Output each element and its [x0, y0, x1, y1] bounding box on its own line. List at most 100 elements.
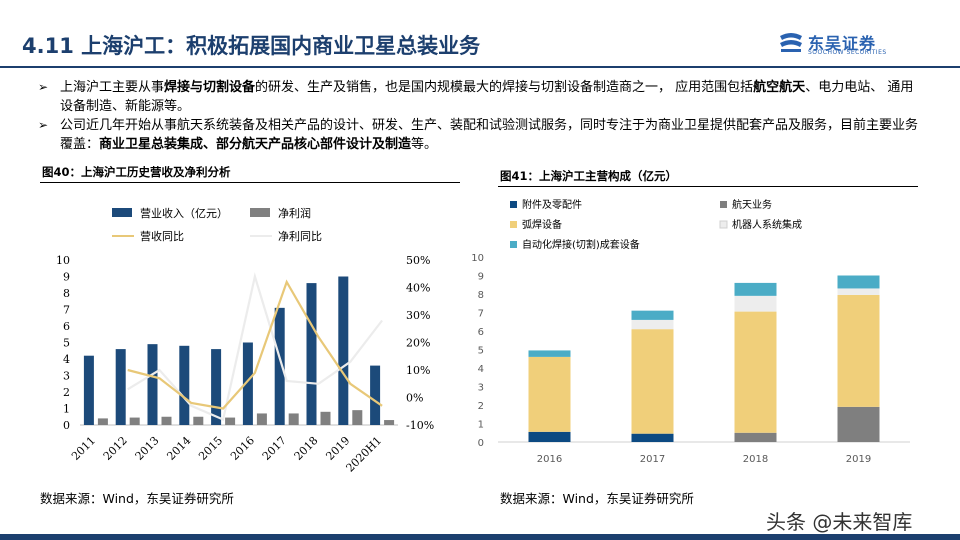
- bar-revenue: [338, 276, 349, 425]
- y-tick-label: 4: [478, 364, 484, 375]
- bar-segment: [631, 310, 674, 320]
- bullet-text: 等。: [411, 137, 438, 152]
- source-left: 数据来源：Wind，东吴证券研究所: [40, 491, 234, 506]
- y-tick-label: 6: [63, 320, 70, 333]
- page-title: 4.11 上海沪工：积极拓展国内商业卫星总装业务: [22, 34, 481, 58]
- y2-tick-label: -10%: [406, 419, 434, 432]
- logo-text: 东吴证券: [808, 34, 877, 53]
- y-tick-label: 5: [478, 346, 484, 357]
- bullet-text: 、电力电站、 通用设备制造、新能源等。: [60, 80, 914, 114]
- y-tick-label: 6: [478, 327, 484, 338]
- bar-segment: [528, 350, 571, 357]
- logo-mark-icon: [780, 33, 802, 52]
- x-tick-label: 2012: [101, 434, 130, 463]
- x-tick-label: 2018: [292, 434, 321, 463]
- bullet-item: ➢ 上海沪工主要从事焊接与切割设备的研发、生产及销售，也是国内规模最大的焊接与切…: [38, 78, 918, 116]
- bar-revenue: [274, 307, 285, 425]
- legend-label: 航天业务: [732, 198, 772, 211]
- logo-subtext: SOOCHOW SECURITIES: [808, 49, 887, 56]
- bar-revenue: [211, 349, 222, 425]
- bar-profit: [225, 417, 236, 425]
- y-tick-label: 1: [478, 420, 484, 431]
- bar-revenue: [147, 344, 158, 425]
- y-tick-label: 4: [63, 353, 70, 366]
- legend-label: 营收同比: [140, 229, 184, 243]
- y2-tick-label: 30%: [406, 309, 430, 322]
- x-tick-label: 2020H1: [343, 434, 384, 475]
- bar-revenue: [83, 355, 94, 425]
- y-tick-label: 2: [478, 401, 484, 412]
- legend-swatch: [510, 221, 517, 228]
- y-tick-label: 0: [63, 419, 70, 432]
- y-tick-label: 8: [63, 287, 70, 300]
- y-tick-label: 10: [471, 253, 484, 264]
- y-tick-label: 7: [478, 309, 484, 320]
- x-tick-label: 2011: [69, 434, 98, 463]
- header-rule: [0, 66, 960, 68]
- fig41-title: 图41：上海沪工主营构成（亿元）: [500, 169, 678, 183]
- bar-segment: [528, 356, 571, 432]
- legend-label: 净利同比: [278, 229, 322, 243]
- x-tick-label: 2018: [743, 454, 768, 465]
- watermark: 头条 @未来智库: [766, 510, 913, 534]
- bar-segment: [631, 433, 674, 442]
- x-tick-label: 2017: [640, 454, 665, 465]
- bullet-arrow-icon: ➢: [38, 80, 49, 94]
- bar-segment: [837, 288, 880, 295]
- bullet-item: ➢ 公司近几年开始从事航天系统装备及相关产品的设计、研发、生产、装配和试验测试服…: [38, 116, 918, 154]
- bar-segment: [734, 432, 777, 442]
- bullet-bold: 焊接与切割设备: [164, 80, 256, 95]
- x-tick-label: 2019: [846, 454, 871, 465]
- bar-segment: [837, 275, 880, 289]
- bullet-text: 上海沪工主要从事: [60, 80, 165, 95]
- y2-tick-label: 10%: [406, 364, 430, 377]
- y-tick-label: 1: [63, 403, 70, 416]
- line-revenue-growth: [127, 279, 383, 410]
- bullet-bold: 航空航天: [753, 80, 806, 95]
- y2-tick-label: 50%: [406, 254, 430, 267]
- y-tick-label: 9: [478, 272, 484, 283]
- legend-swatch: [250, 208, 270, 217]
- y-tick-label: 0: [478, 438, 484, 449]
- bar-segment: [837, 294, 880, 407]
- x-tick-label: 2017: [260, 434, 289, 463]
- bar-segment: [528, 431, 571, 442]
- legend-swatch: [112, 208, 132, 217]
- legend-swatch: [510, 241, 517, 248]
- bar-profit: [161, 416, 172, 425]
- bar-profit: [193, 416, 204, 425]
- x-tick-label: 2016: [228, 434, 257, 463]
- y-tick-label: 3: [63, 370, 70, 383]
- y2-tick-label: 40%: [406, 282, 430, 295]
- legend-label: 弧焊设备: [522, 218, 562, 231]
- fig40-title: 图40：上海沪工历史营收及净利分析: [42, 165, 231, 179]
- bar-profit: [384, 420, 395, 425]
- source-right: 数据来源：Wind，东吴证券研究所: [500, 491, 694, 506]
- legend-label: 营业收入（亿元）: [140, 206, 228, 220]
- fig40-rule: [40, 182, 460, 183]
- legend-label: 自动化焊接(切割)成套设备: [522, 238, 640, 251]
- bar-segment: [734, 311, 777, 433]
- bar-segment: [631, 329, 674, 434]
- bar-profit: [256, 413, 267, 425]
- bar-revenue: [370, 365, 381, 425]
- bar-segment: [631, 319, 674, 330]
- x-tick-label: 2015: [196, 434, 225, 463]
- bullet-arrow-icon: ➢: [38, 118, 49, 132]
- y-tick-label: 9: [63, 271, 70, 284]
- bullet-bold: 商业卫星总装集成、部分航天产品核心部件设计及制造: [99, 137, 412, 152]
- x-tick-label: 2013: [133, 434, 162, 463]
- bar-segment: [837, 406, 880, 442]
- company-logo: 东吴证券 SOOCHOW SECURITIES: [778, 30, 928, 58]
- legend-swatch: [720, 201, 727, 208]
- bullet-list: ➢ 上海沪工主要从事焊接与切割设备的研发、生产及销售，也是国内规模最大的焊接与切…: [38, 78, 918, 154]
- bar-revenue: [115, 349, 126, 425]
- footer-bar: [0, 534, 960, 540]
- y-tick-label: 2: [63, 386, 70, 399]
- bar-revenue: [306, 283, 317, 425]
- y-tick-label: 3: [478, 383, 484, 394]
- bar-profit: [320, 411, 331, 425]
- y2-tick-label: 0%: [406, 392, 423, 405]
- bar-profit: [129, 417, 140, 425]
